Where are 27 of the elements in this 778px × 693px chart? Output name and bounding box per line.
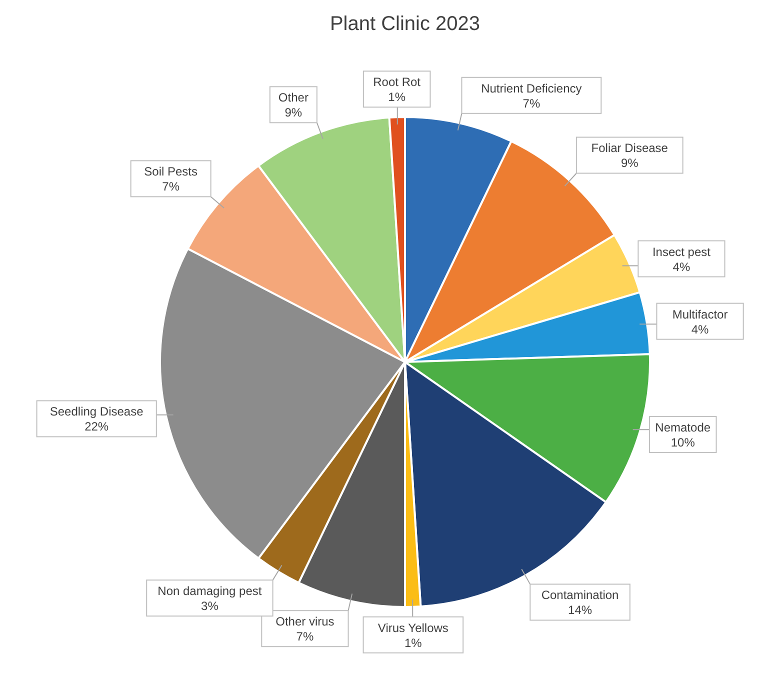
data-label: 10% [670, 436, 696, 450]
slice-label: Insect pest [652, 244, 712, 259]
data-label: 4% [691, 322, 710, 336]
data-label: 1% [388, 90, 406, 104]
data-label: 7% [296, 630, 314, 644]
data-label: 7% [162, 180, 180, 194]
slice-label: Nutrient Deficiency [481, 81, 582, 96]
slice-label: Non damaging pest [158, 584, 262, 598]
data-label: 22% [84, 420, 109, 434]
slice-label: Virus Yellows [378, 620, 448, 635]
data-label: 9% [620, 156, 639, 170]
data-label: 1% [404, 636, 422, 650]
data-label: 4% [672, 260, 690, 274]
slice-label: Soil Pests [144, 164, 198, 179]
slice-label: Nematode [655, 420, 711, 435]
data-label: 3% [201, 599, 219, 614]
slice-label: Foliar Disease [591, 141, 668, 156]
slice-label: Multifactor [672, 307, 728, 322]
data-label: 14% [568, 603, 592, 618]
slice-label: Contamination [541, 588, 619, 602]
data-label: 7% [522, 96, 540, 110]
slice-label: Other virus [276, 614, 334, 629]
slice-label: Root Rot [373, 75, 422, 90]
data-label: 9% [284, 106, 302, 120]
chart-title: Plant Clinic 2023 [330, 13, 480, 35]
slice-label: Other [278, 90, 308, 105]
slice-label: Seedling Disease [50, 404, 144, 419]
